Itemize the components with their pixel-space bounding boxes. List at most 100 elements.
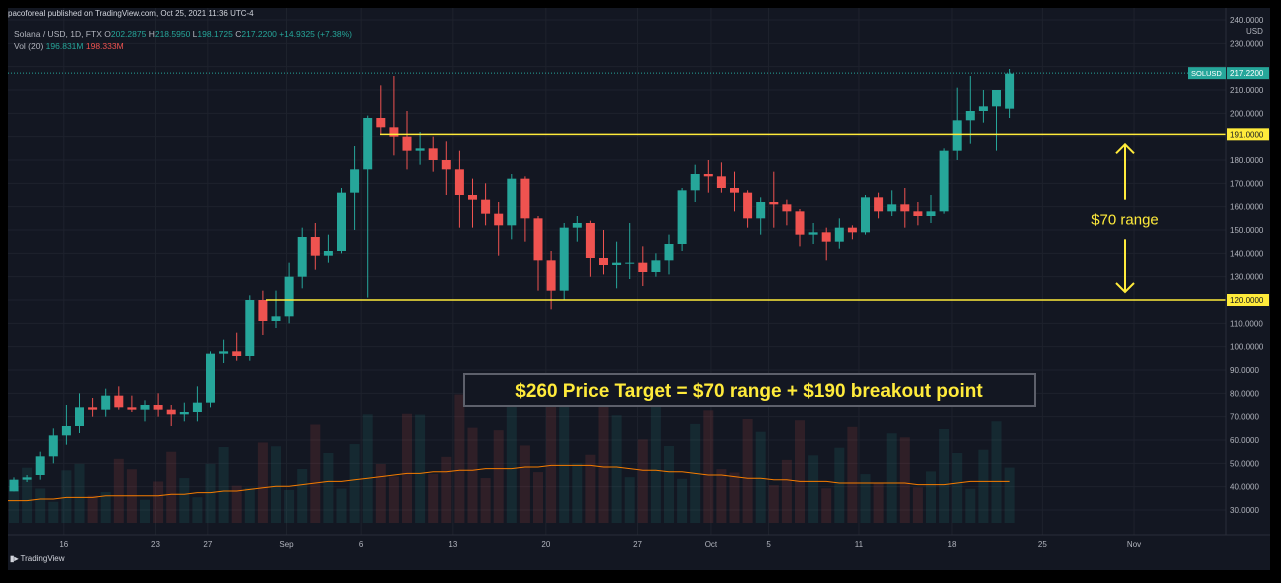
volume-moving-average <box>8 464 1010 502</box>
volume-bar <box>375 463 386 523</box>
candle-body <box>861 197 870 233</box>
volume-bar <box>9 486 19 523</box>
volume-bar <box>244 487 255 523</box>
time-tick-label: 25 <box>1038 540 1047 549</box>
volume-bar <box>480 478 491 523</box>
candle-body <box>559 227 569 291</box>
volume-bar <box>873 482 884 523</box>
volume-bar <box>755 431 766 523</box>
candle-body <box>1005 73 1015 109</box>
candle-body <box>677 190 687 244</box>
volume-bar <box>978 449 989 523</box>
price-tick-label: 100.0000 <box>1230 343 1264 352</box>
volume-bar <box>271 446 281 523</box>
price-tick-label: 30.0000 <box>1230 506 1259 515</box>
volume-bar <box>886 433 897 523</box>
time-tick-label: 16 <box>59 540 68 549</box>
volume-bar <box>912 487 923 523</box>
candle-body <box>258 300 268 321</box>
price-levels <box>266 133 1226 301</box>
candle-body <box>847 227 857 233</box>
volume-bar <box>310 424 321 523</box>
candle-body <box>192 402 202 412</box>
candle-body <box>140 405 150 410</box>
ohlc-row: Solana / USD, 1D, FTX O202.2875 H218.595… <box>14 28 352 40</box>
tradingview-logo[interactable]: ▮▸ TradingView <box>10 553 65 565</box>
volume-bar <box>729 472 740 523</box>
price-tick-label: 130.0000 <box>1230 273 1264 282</box>
price-tick-label: 150.0000 <box>1230 226 1264 235</box>
price-tick-label: 200.0000 <box>1230 109 1264 118</box>
candle-body <box>585 223 595 258</box>
volume-bar <box>611 415 622 523</box>
volume-bar <box>939 428 950 523</box>
volume-bar <box>113 458 124 523</box>
candle-body <box>599 258 608 265</box>
candle-body <box>127 407 137 410</box>
volume-bar <box>533 472 543 523</box>
volume-bar <box>926 471 936 523</box>
candle-body <box>415 148 425 151</box>
candle-body <box>743 192 753 219</box>
volume-bar <box>559 392 570 523</box>
price-tick-label: 160.0000 <box>1230 203 1264 212</box>
candle-body <box>441 160 451 170</box>
candle-body <box>271 316 281 321</box>
candle-body <box>232 351 242 356</box>
publisher-caption: pacoforeal published on TradingView.com,… <box>8 9 254 18</box>
volume-bar <box>899 437 910 523</box>
volume-bar <box>598 389 609 523</box>
candle-body <box>88 407 98 410</box>
chart-legend: Solana / USD, 1D, FTX O202.2875 H218.595… <box>14 28 352 52</box>
candle-body <box>297 237 307 277</box>
volume-bar <box>650 392 661 523</box>
volume-bar <box>153 481 164 523</box>
volume-bar <box>467 427 478 523</box>
time-tick-label: Oct <box>705 540 718 549</box>
candle-body <box>101 395 111 410</box>
time-tick-label: Sep <box>279 540 294 549</box>
range-label: $70 range <box>1091 212 1159 229</box>
candle-body <box>756 202 766 219</box>
volume-bar <box>519 445 530 523</box>
chart-area[interactable]: USD240.0000230.0000210.0000200.0000190.0… <box>8 8 1270 570</box>
volume-bar <box>22 467 33 523</box>
candle-body <box>821 232 831 242</box>
time-axis: 16 23 27 Sep 6 13 20 27 Oct 5 11 18 25 Nov <box>8 534 1270 549</box>
tradingview-logo-icon: ▮▸ <box>10 554 19 563</box>
time-tick-label: 6 <box>359 540 364 549</box>
volume-bar <box>768 485 779 523</box>
candle-body <box>389 127 399 137</box>
price-chart[interactable]: USD240.0000230.0000210.0000200.0000190.0… <box>8 8 1270 570</box>
range-arrow-up-head <box>1115 142 1135 155</box>
candle-body <box>310 237 320 256</box>
price-tick-label: 140.0000 <box>1230 249 1264 258</box>
candle-body <box>730 188 739 193</box>
candle-body <box>337 192 346 251</box>
candle-body <box>376 118 386 128</box>
candle-body <box>35 456 45 475</box>
time-tick-label: 27 <box>203 540 212 549</box>
level-price-box <box>1227 128 1269 141</box>
volume-bar <box>441 456 452 523</box>
volume-bar <box>834 447 845 523</box>
volume-bar <box>140 499 150 523</box>
volume-label[interactable]: Vol (20) <box>14 41 44 51</box>
volume-bar <box>860 474 871 523</box>
candle-body <box>219 351 229 354</box>
price-target-box <box>463 373 1036 407</box>
time-tick-label: 13 <box>448 540 457 549</box>
last-price-box <box>1227 67 1269 80</box>
candle-body <box>992 90 1001 107</box>
candle-body <box>428 148 438 160</box>
change-value: +14.9325 (+7.38%) <box>279 29 352 39</box>
symbol-label[interactable]: Solana / USD, 1D, FTX <box>14 29 102 39</box>
candle-body <box>520 178 530 219</box>
volume-bars <box>9 389 1015 523</box>
volume-bar <box>624 477 635 523</box>
candle-body <box>75 407 84 426</box>
candle-body <box>9 479 19 492</box>
candle-body <box>402 136 412 151</box>
price-tick-label: 50.0000 <box>1230 459 1259 468</box>
high-label: H <box>148 29 155 39</box>
